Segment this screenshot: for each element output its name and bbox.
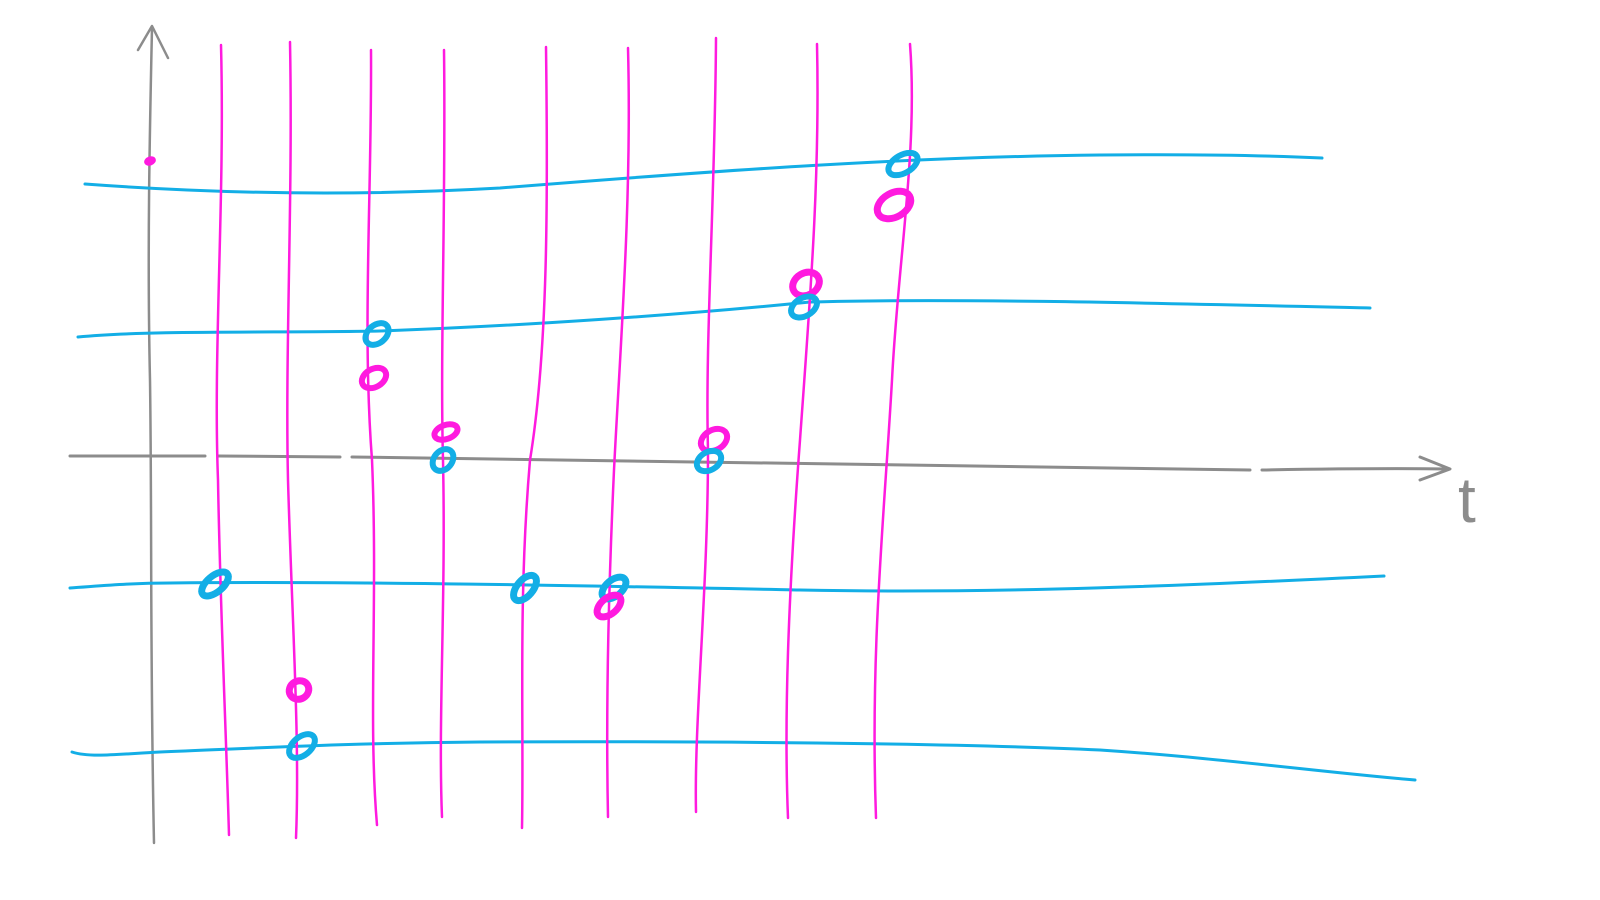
horizontal-line bbox=[83, 153, 1324, 195]
vertical-axis bbox=[136, 24, 170, 845]
time-axis-segment bbox=[350, 455, 1252, 472]
vertical-line bbox=[694, 36, 718, 814]
magenta-dot bbox=[358, 364, 390, 392]
magenta-dot bbox=[285, 677, 313, 703]
event-dots bbox=[144, 149, 921, 761]
vertical-line bbox=[215, 43, 231, 837]
magenta-dot bbox=[593, 591, 625, 621]
cyan-dot bbox=[885, 149, 921, 179]
horizontal-line bbox=[68, 574, 1386, 593]
cyan-dot bbox=[198, 568, 232, 600]
vertical-axis-line bbox=[147, 26, 156, 845]
cyan-dot bbox=[286, 731, 318, 761]
cyan-dot bbox=[429, 446, 457, 474]
horizontal-line bbox=[76, 299, 1372, 339]
cyan-dot bbox=[788, 293, 820, 321]
cyan-dot bbox=[510, 571, 540, 605]
magenta-dot bbox=[431, 421, 461, 443]
vertical-lines bbox=[215, 36, 914, 840]
time-axis-arrowhead bbox=[1418, 455, 1452, 482]
vertical-line bbox=[439, 48, 446, 819]
cyan-dot bbox=[693, 447, 725, 475]
horizontal-line bbox=[70, 740, 1417, 782]
magenta-dot bbox=[144, 156, 156, 166]
vertical-line bbox=[785, 42, 819, 820]
time-axis-segment bbox=[1260, 467, 1450, 472]
vertical-line bbox=[366, 48, 379, 827]
vertical-line bbox=[286, 40, 299, 840]
cyan-dot bbox=[362, 320, 392, 348]
vertical-line bbox=[520, 45, 549, 830]
magenta-dot bbox=[697, 425, 731, 455]
magenta-dot bbox=[789, 268, 823, 300]
vertical-axis-arrowhead bbox=[136, 24, 170, 60]
vertical-line bbox=[606, 46, 631, 819]
time-axis: t bbox=[68, 454, 1476, 536]
magenta-dot bbox=[873, 187, 915, 223]
time-axis-label: t bbox=[1458, 464, 1476, 536]
horizontal-lines bbox=[68, 153, 1417, 782]
time-axis-segment bbox=[216, 454, 342, 459]
